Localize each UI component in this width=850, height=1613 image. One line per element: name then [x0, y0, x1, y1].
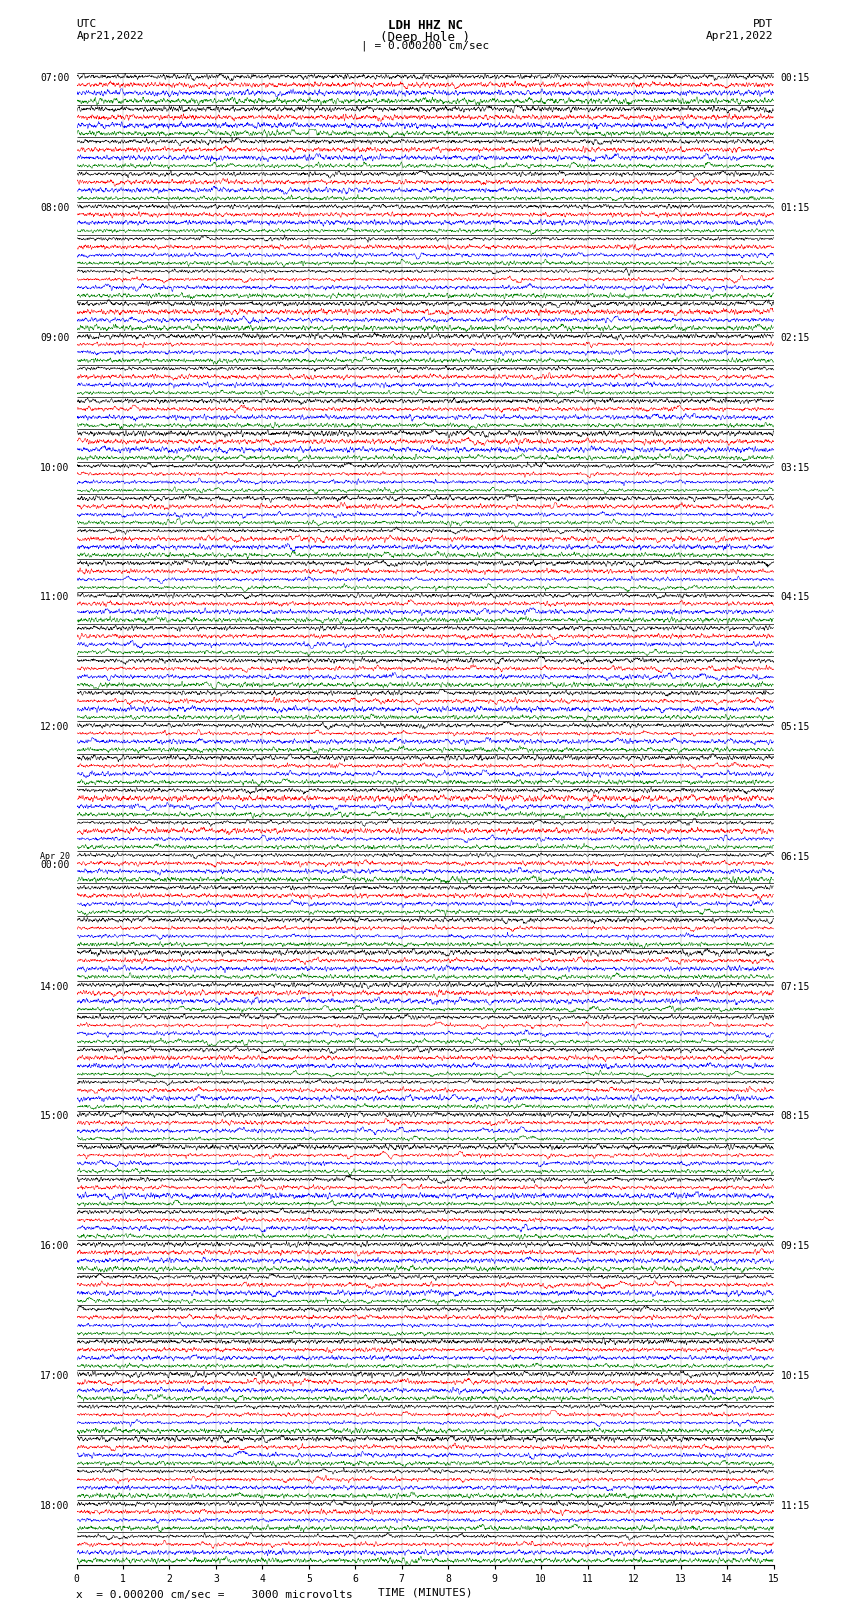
Text: UTC: UTC	[76, 19, 97, 29]
Text: 17:00: 17:00	[40, 1371, 70, 1381]
Text: 12:00: 12:00	[40, 723, 70, 732]
Text: 03:15: 03:15	[780, 463, 810, 473]
Text: Apr21,2022: Apr21,2022	[76, 31, 144, 40]
Text: 09:00: 09:00	[40, 332, 70, 344]
Text: LDH HHZ NC: LDH HHZ NC	[388, 19, 462, 32]
Text: 07:15: 07:15	[780, 982, 810, 992]
Text: 11:00: 11:00	[40, 592, 70, 602]
Text: 05:15: 05:15	[780, 723, 810, 732]
Text: 07:00: 07:00	[40, 74, 70, 84]
Text: (Deep Hole ): (Deep Hole )	[380, 31, 470, 44]
Text: 14:00: 14:00	[40, 982, 70, 992]
Text: Apr 20: Apr 20	[40, 852, 70, 861]
Text: 10:15: 10:15	[780, 1371, 810, 1381]
Text: 00:00: 00:00	[40, 860, 70, 869]
Text: 18:00: 18:00	[40, 1500, 70, 1510]
Text: x  = 0.000200 cm/sec =    3000 microvolts: x = 0.000200 cm/sec = 3000 microvolts	[76, 1590, 354, 1600]
Text: 08:15: 08:15	[780, 1111, 810, 1121]
Text: Apr21,2022: Apr21,2022	[706, 31, 774, 40]
Text: PDT: PDT	[753, 19, 774, 29]
Text: 02:15: 02:15	[780, 332, 810, 344]
Text: 00:15: 00:15	[780, 74, 810, 84]
Text: 01:15: 01:15	[780, 203, 810, 213]
Text: | = 0.000200 cm/sec: | = 0.000200 cm/sec	[361, 40, 489, 52]
Text: 10:00: 10:00	[40, 463, 70, 473]
Text: 04:15: 04:15	[780, 592, 810, 602]
Text: 16:00: 16:00	[40, 1240, 70, 1252]
Text: 08:00: 08:00	[40, 203, 70, 213]
Text: 09:15: 09:15	[780, 1240, 810, 1252]
X-axis label: TIME (MINUTES): TIME (MINUTES)	[377, 1587, 473, 1598]
Text: 15:00: 15:00	[40, 1111, 70, 1121]
Text: 06:15: 06:15	[780, 852, 810, 861]
Text: 11:15: 11:15	[780, 1500, 810, 1510]
